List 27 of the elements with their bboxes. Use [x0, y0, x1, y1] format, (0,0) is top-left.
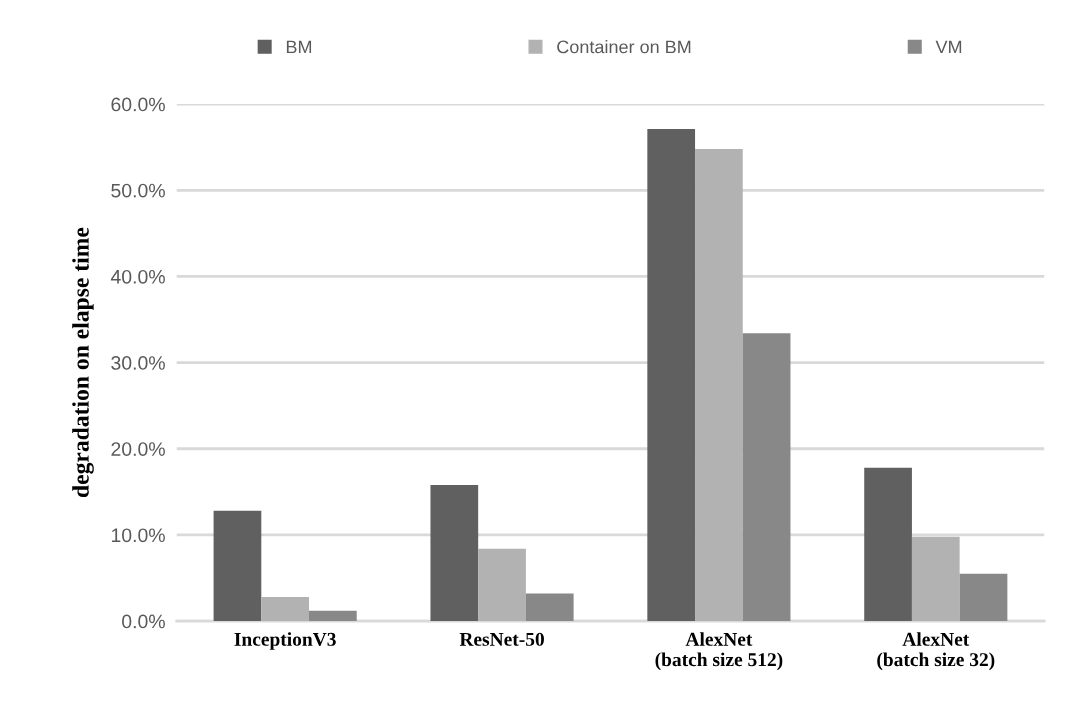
bar — [309, 610, 357, 622]
bar — [742, 333, 791, 622]
legend-label: VM — [935, 40, 962, 54]
y-tick-label: 30.0% — [111, 356, 165, 370]
y-tick-label: 50.0% — [111, 183, 165, 198]
y-tick-label: 0.0% — [122, 614, 165, 629]
bar — [695, 148, 743, 622]
x-tick-label: ResNet-50 — [459, 632, 544, 646]
bar — [261, 596, 310, 622]
y-tick-label: 10.0% — [111, 528, 165, 543]
bar — [647, 129, 696, 622]
bar — [525, 593, 574, 622]
bar — [478, 548, 526, 622]
x-tick-label: AlexNet (batch size 32) — [877, 632, 995, 671]
bar — [213, 510, 262, 622]
legend-label: BM — [286, 40, 312, 54]
bar — [911, 536, 960, 622]
x-tick-label: InceptionV3 — [234, 632, 336, 650]
y-tick-label: 60.0% — [111, 97, 165, 112]
y-tick-label: 20.0% — [111, 442, 165, 456]
bar — [864, 467, 912, 622]
bar — [430, 484, 479, 622]
legend-label: Container on BM — [557, 40, 691, 54]
y-tick-label: 40.0% — [110, 269, 165, 284]
y-axis-title: degradation on elapse time — [72, 227, 94, 498]
bar — [959, 573, 1008, 622]
x-tick-label: AlexNet (batch size 512) — [655, 632, 783, 671]
